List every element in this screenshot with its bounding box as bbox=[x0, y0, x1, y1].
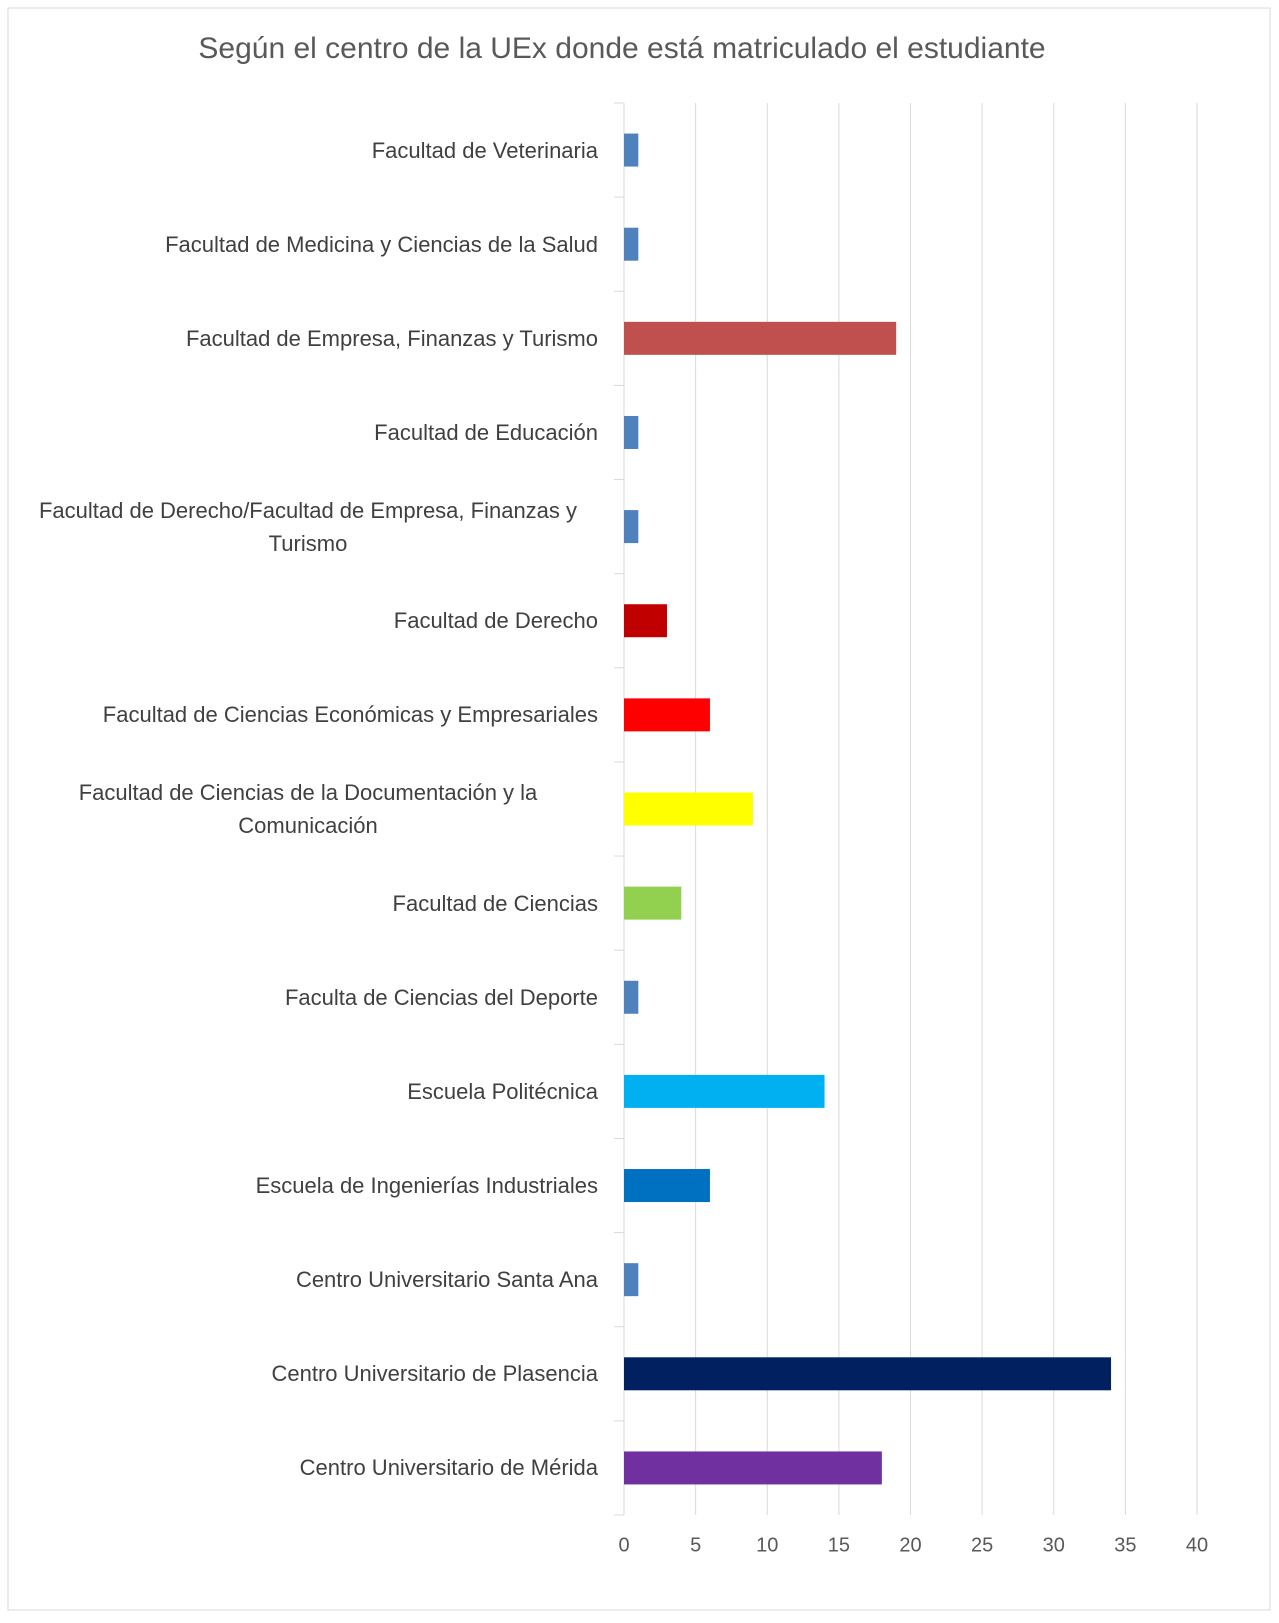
x-tick-label: 30 bbox=[1043, 1534, 1065, 1556]
y-tick-label: Facultad de Medicina y Ciencias de la Sa… bbox=[165, 231, 598, 257]
y-label-box: Facultad de Educación bbox=[18, 385, 598, 479]
x-tick-label: 25 bbox=[971, 1534, 993, 1556]
y-tick-label-box: Faculta de Ciencias del Deporte bbox=[18, 950, 598, 1044]
y-tick-label: Facultad de Ciencias bbox=[392, 890, 598, 916]
y-tick-label-box: Escuela de Ingenierías Industriales bbox=[18, 1138, 598, 1232]
x-tick-label: 20 bbox=[899, 1534, 921, 1556]
y-label-box: Facultad de Veterinaria bbox=[18, 103, 598, 197]
y-label-box: Escuela de Ingenierías Industriales bbox=[18, 1138, 598, 1232]
x-tick-label: 40 bbox=[1186, 1534, 1208, 1556]
x-tick-label: 10 bbox=[756, 1534, 778, 1556]
y-tick-label: Centro Universitario de Plasencia bbox=[271, 1361, 599, 1387]
y-tick-label-box: Centro Universitario de Mérida bbox=[18, 1421, 598, 1515]
bar bbox=[624, 604, 667, 638]
y-label-box: Facultad de Derecho bbox=[18, 574, 598, 668]
y-tick-label-box: Facultad de Derecho/Facultad de Empresa,… bbox=[18, 480, 598, 574]
y-label-box: Facultad de Medicina y Ciencias de la Sa… bbox=[18, 197, 598, 291]
y-label-box: Centro Universitario de Plasencia bbox=[18, 1327, 599, 1421]
bar bbox=[624, 133, 639, 167]
bar bbox=[624, 980, 639, 1014]
y-tick-label: Faculta de Ciencias del Deporte bbox=[284, 984, 598, 1010]
bar bbox=[624, 321, 897, 355]
y-tick-label-box: Facultad de Medicina y Ciencias de la Sa… bbox=[18, 197, 598, 291]
bar bbox=[624, 792, 753, 826]
bar bbox=[624, 1263, 639, 1297]
x-tick-label: 15 bbox=[828, 1534, 850, 1556]
bar bbox=[624, 415, 639, 449]
bar bbox=[624, 698, 710, 732]
x-tick-label: 5 bbox=[690, 1534, 701, 1556]
bar bbox=[624, 1357, 1112, 1391]
bar bbox=[624, 1074, 825, 1108]
y-tick-label: Escuela Politécnica bbox=[407, 1078, 598, 1104]
y-tick-label: Facultad de Ciencias de la Documentación… bbox=[78, 779, 538, 838]
y-tick-label: Facultad de Educación bbox=[374, 419, 598, 445]
y-label-box: Centro Universitario Santa Ana bbox=[18, 1233, 598, 1327]
y-label-box: Facultad de Derecho/Facultad de Empresa,… bbox=[18, 480, 598, 574]
y-label-box: Centro Universitario de Mérida bbox=[18, 1421, 598, 1515]
y-tick-label-box: Escuela Politécnica bbox=[18, 1044, 598, 1138]
bar bbox=[624, 227, 639, 261]
bar bbox=[624, 1451, 882, 1485]
y-label-box: Facultad de Empresa, Finanzas y Turismo bbox=[18, 291, 598, 385]
y-tick-label-box: Facultad de Derecho bbox=[18, 574, 598, 668]
y-label-box: Facultad de Ciencias Económicas y Empres… bbox=[18, 668, 598, 762]
bar bbox=[624, 886, 682, 920]
chart-title: Según el centro de la UEx donde está mat… bbox=[198, 32, 1045, 65]
y-tick-label: Escuela de Ingenierías Industriales bbox=[255, 1173, 598, 1199]
y-tick-label: Centro Universitario Santa Ana bbox=[295, 1267, 598, 1293]
y-tick-label-box: Facultad de Ciencias Económicas y Empres… bbox=[18, 668, 598, 762]
y-tick-label: Facultad de Derecho bbox=[393, 608, 598, 634]
bar bbox=[624, 510, 639, 544]
y-tick-label: Facultad de Veterinaria bbox=[371, 137, 598, 163]
y-tick-label-box: Facultad de Ciencias de la Documentación… bbox=[18, 762, 598, 856]
y-tick-label: Facultad de Empresa, Finanzas y Turismo bbox=[185, 325, 598, 351]
y-label-box: Escuela Politécnica bbox=[18, 1044, 598, 1138]
y-tick-label: Facultad de Derecho/Facultad de Empresa,… bbox=[38, 497, 578, 556]
y-tick-label: Centro Universitario de Mérida bbox=[299, 1455, 598, 1481]
y-tick-label-box: Facultad de Ciencias bbox=[18, 856, 598, 950]
y-label-box: Facultad de Ciencias bbox=[18, 856, 598, 950]
bar bbox=[624, 1169, 710, 1203]
y-label-box: Facultad de Ciencias de la Documentación… bbox=[18, 762, 598, 856]
y-tick-label-box: Facultad de Empresa, Finanzas y Turismo bbox=[18, 291, 598, 385]
y-tick-label-box: Centro Universitario Santa Ana bbox=[18, 1233, 598, 1327]
y-tick-label-box: Facultad de Veterinaria bbox=[18, 103, 598, 197]
y-label-box: Faculta de Ciencias del Deporte bbox=[18, 950, 598, 1044]
y-tick-label-box: Centro Universitario de Plasencia bbox=[18, 1327, 599, 1421]
x-tick-label: 0 bbox=[618, 1534, 629, 1556]
x-tick-label: 35 bbox=[1114, 1534, 1136, 1556]
y-tick-label-box: Facultad de Educación bbox=[18, 385, 598, 479]
y-tick-label: Facultad de Ciencias Económicas y Empres… bbox=[102, 702, 598, 728]
